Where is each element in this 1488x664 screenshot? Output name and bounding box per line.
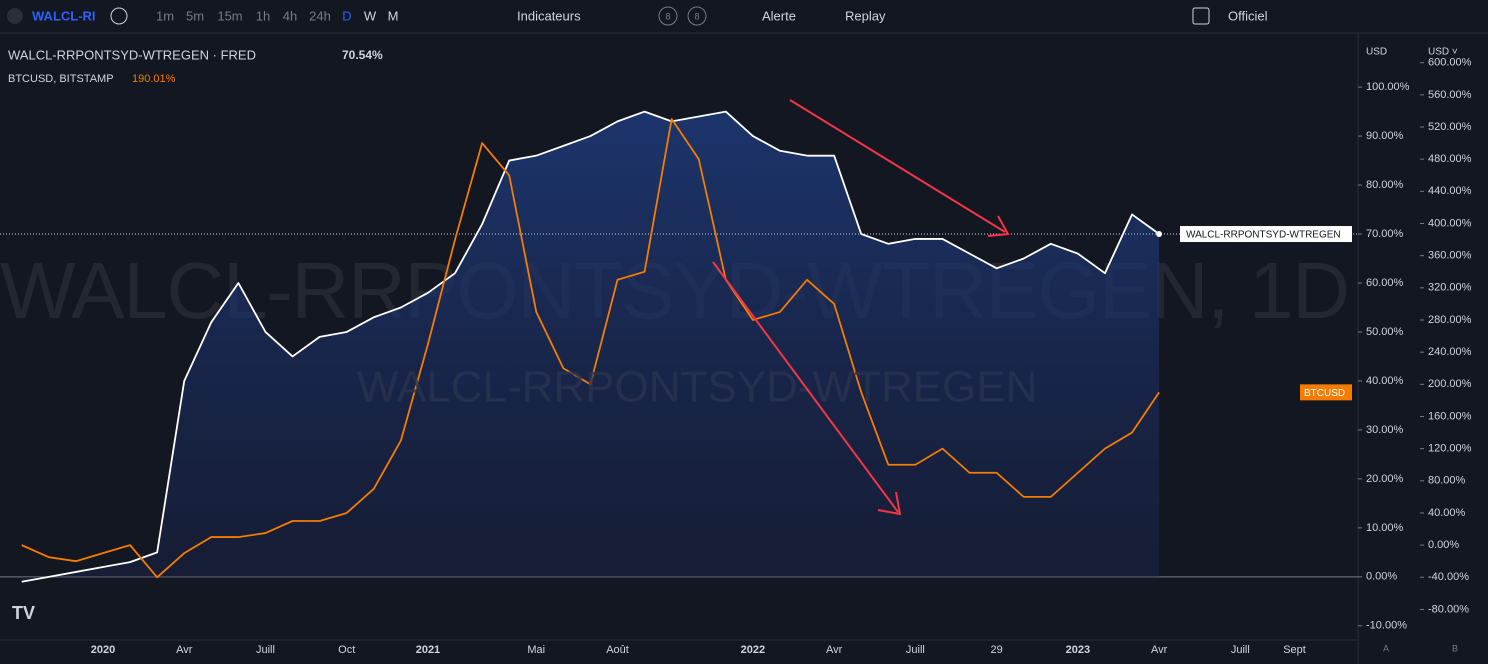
y2-tick-label: 0.00% xyxy=(1428,539,1459,551)
y2-tick-label: 560.00% xyxy=(1428,89,1472,101)
toolbar xyxy=(0,0,1488,33)
badge[interactable] xyxy=(658,6,678,26)
series-label: WALCL-RRPONTSYD-WTREGEN xyxy=(1186,230,1341,241)
interval[interactable]: M xyxy=(388,8,399,23)
last-point xyxy=(1156,231,1163,238)
x-tick-label: 2020 xyxy=(91,644,115,656)
y2-tick-label: 600.00% xyxy=(1428,57,1472,69)
alert[interactable]: Alerte xyxy=(762,8,796,23)
add-symbol[interactable] xyxy=(110,7,128,25)
axis-header: USD ˅ xyxy=(1428,47,1458,58)
interval[interactable]: 5m xyxy=(186,8,204,23)
x-tick-label: 2021 xyxy=(416,644,440,656)
indicators[interactable]: Indicateurs xyxy=(517,8,581,23)
symbol-icon xyxy=(7,8,23,24)
series-line xyxy=(21,118,1160,579)
y2-tick-label: 440.00% xyxy=(1428,185,1472,197)
badge[interactable] xyxy=(687,6,707,26)
series-label-bg xyxy=(1180,226,1352,243)
y-tick-label: 30.00% xyxy=(1366,424,1404,436)
badge-text: 8 xyxy=(694,11,699,21)
x-tick-label: Juill xyxy=(256,644,275,656)
y-tick-label: 80.00% xyxy=(1366,179,1404,191)
layout[interactable]: Officiel xyxy=(1228,8,1268,23)
y2-tick-label: -40.00% xyxy=(1428,571,1469,583)
footer-btn[interactable]: A xyxy=(1383,643,1389,653)
y-tick-label: -10.00% xyxy=(1366,620,1407,632)
area xyxy=(21,111,1160,582)
x-tick-label: Juill xyxy=(906,644,925,656)
x-tick-label: 29 xyxy=(991,644,1003,656)
y-tick-label: 90.00% xyxy=(1366,130,1404,142)
y2-tick-label: 240.00% xyxy=(1428,346,1472,358)
y2-tick-label: 120.00% xyxy=(1428,443,1472,455)
y-tick-label: 0.00% xyxy=(1366,571,1397,583)
axis-header: USD xyxy=(1366,47,1387,58)
legend-compare: BTCUSD, BITSTAMP xyxy=(8,73,114,85)
legend-main: WALCL-RRPONTSYD-WTREGEN · FRED xyxy=(8,47,256,62)
y-tick-label: 20.00% xyxy=(1366,473,1404,485)
y2-tick-label: 280.00% xyxy=(1428,314,1472,326)
replay[interactable]: Replay xyxy=(845,8,886,23)
interval[interactable]: D xyxy=(342,8,351,23)
y2-tick-label: 480.00% xyxy=(1428,153,1472,165)
y-tick-label: 10.00% xyxy=(1366,522,1404,534)
y2-tick-label: 360.00% xyxy=(1428,250,1472,262)
y2-tick-label: 400.00% xyxy=(1428,217,1472,229)
x-tick-label: Avr xyxy=(826,644,843,656)
x-tick-label: 2023 xyxy=(1066,644,1090,656)
y2-tick-label: 160.00% xyxy=(1428,410,1472,422)
y2-tick-label: 80.00% xyxy=(1428,475,1466,487)
series-label-bg xyxy=(1300,384,1352,401)
y2-tick-label: -80.00% xyxy=(1428,603,1469,615)
x-tick-label: Août xyxy=(606,644,629,656)
annotation-arrows xyxy=(712,99,1010,516)
y2-tick-label: 320.00% xyxy=(1428,282,1472,294)
x-tick-label: Avr xyxy=(176,644,193,656)
x-tick-label: Juill xyxy=(1231,644,1250,656)
legend-compare-value: 190.01% xyxy=(132,73,176,85)
y2-tick-label: 40.00% xyxy=(1428,507,1466,519)
layout-icon[interactable] xyxy=(1192,7,1210,25)
x-tick-label: 2022 xyxy=(741,644,765,656)
x-tick-label: Oct xyxy=(338,644,355,656)
watermark-small: WALCL-RRPONTSYD-WTREGEN xyxy=(357,363,1037,412)
series-line xyxy=(21,110,1160,583)
interval[interactable]: W xyxy=(364,8,377,23)
y2-tick-label: 200.00% xyxy=(1428,378,1472,390)
x-tick-label: Mai xyxy=(527,644,545,656)
interval[interactable]: 1h xyxy=(256,8,270,23)
legend-main-value: 70.54% xyxy=(342,48,383,62)
badge-text: 8 xyxy=(665,11,670,21)
logo: TV xyxy=(12,603,35,623)
y-tick-label: 70.00% xyxy=(1366,228,1404,240)
y-tick-label: 60.00% xyxy=(1366,277,1404,289)
symbol[interactable]: WALCL-RI xyxy=(32,8,96,23)
interval[interactable]: 4h xyxy=(283,8,297,23)
interval[interactable]: 1m xyxy=(156,8,174,23)
interval[interactable]: 15m xyxy=(217,8,242,23)
y-tick-label: 100.00% xyxy=(1366,81,1410,93)
x-tick-label: Avr xyxy=(1151,644,1168,656)
y-tick-label: 40.00% xyxy=(1366,375,1404,387)
interval[interactable]: 24h xyxy=(309,8,331,23)
y-tick-label: 50.00% xyxy=(1366,326,1404,338)
footer-btn[interactable]: B xyxy=(1452,643,1458,653)
x-tick-label: Sept xyxy=(1283,644,1306,656)
series-label: BTCUSD xyxy=(1304,388,1345,399)
y2-tick-label: 520.00% xyxy=(1428,121,1472,133)
